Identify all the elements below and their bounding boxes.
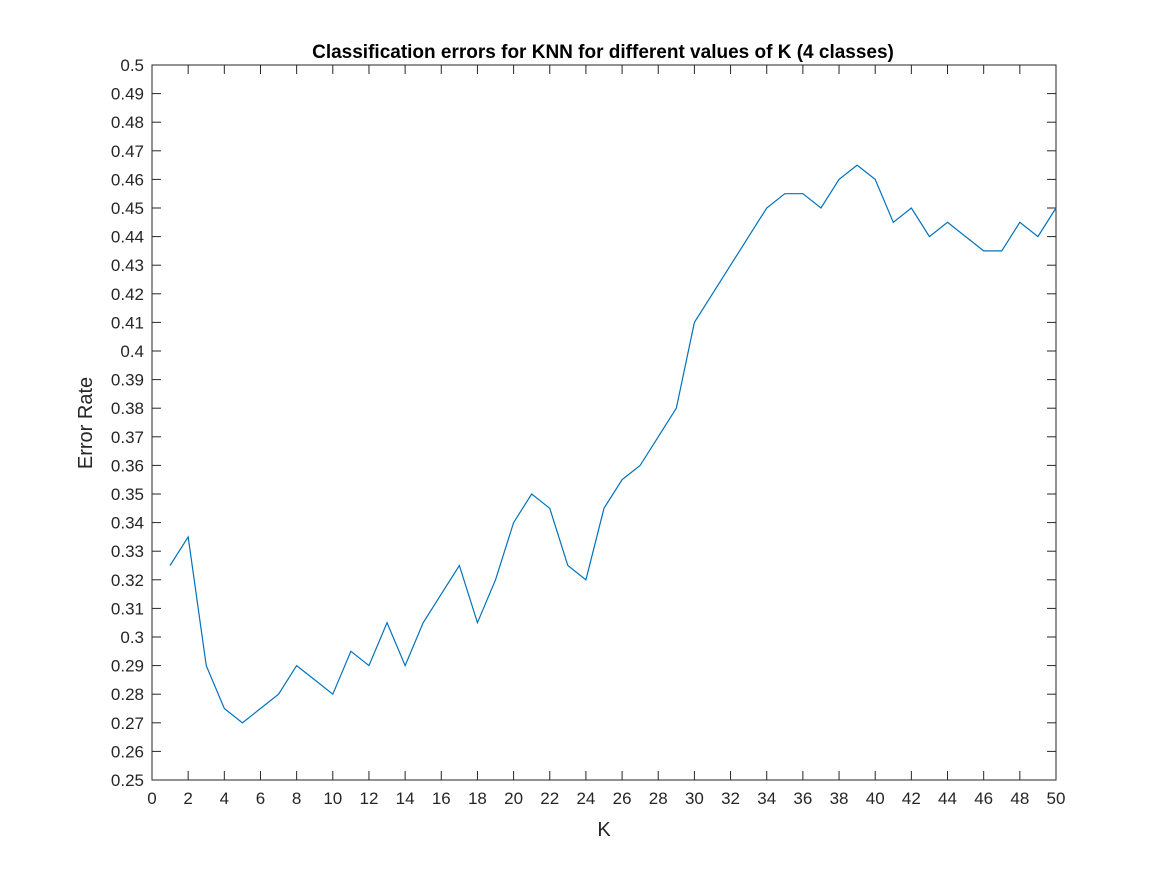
- y-tick-label: 0.29: [111, 657, 144, 676]
- y-tick-label: 0.45: [111, 199, 144, 218]
- x-tick-label: 36: [793, 789, 812, 808]
- y-tick-label: 0.33: [111, 542, 144, 561]
- y-tick-label: 0.4: [120, 342, 144, 361]
- x-tick-label: 48: [1010, 789, 1029, 808]
- series-line: [169, 164, 1057, 724]
- y-tick-label: 0.3: [120, 628, 144, 647]
- x-tick-label: 30: [685, 789, 704, 808]
- x-tick-label: 26: [613, 789, 632, 808]
- y-tick-label: 0.31: [111, 599, 144, 618]
- x-tick-label: 24: [576, 789, 595, 808]
- x-tick-label: 2: [183, 789, 192, 808]
- x-tick-label: 34: [757, 789, 776, 808]
- x-tick-label: 38: [830, 789, 849, 808]
- x-tick-label: 0: [147, 789, 156, 808]
- y-tick-label: 0.48: [111, 113, 144, 132]
- x-tick-label: 12: [359, 789, 378, 808]
- y-tick-label: 0.35: [111, 485, 144, 504]
- y-axis: 0.25 0.26 0.27 0.28 0.29 0.3 0.31 0.32 0.33 0.34 0…: [111, 56, 1056, 790]
- x-tick-label: 50: [1047, 789, 1066, 808]
- x-axis-title: K: [597, 819, 611, 841]
- plot-frame: [151, 64, 1057, 781]
- y-tick-label: 0.38: [111, 399, 144, 418]
- y-tick-label: 0.44: [111, 228, 144, 247]
- y-tick-label: 0.46: [111, 170, 144, 189]
- x-tick-label: 16: [432, 789, 451, 808]
- y-tick-label: 0.25: [111, 771, 144, 790]
- y-tick-label: 0.36: [111, 456, 144, 475]
- x-tick-label: 28: [649, 789, 668, 808]
- y-tick-label: 0.34: [111, 514, 144, 533]
- chart-title: Classification errors for KNN for differ…: [312, 42, 894, 63]
- y-tick-label: 0.41: [111, 313, 144, 332]
- y-tick-label: 0.27: [111, 714, 144, 733]
- x-tick-label: 4: [220, 789, 229, 808]
- x-tick-label: 44: [938, 789, 957, 808]
- y-axis-title: Error Rate: [75, 377, 97, 469]
- x-tick-label: 42: [902, 789, 921, 808]
- y-tick-label: 0.37: [111, 428, 144, 447]
- x-tick-label: 14: [396, 789, 415, 808]
- x-tick-label: 6: [256, 789, 265, 808]
- y-tick-label: 0.32: [111, 571, 144, 590]
- x-tick-label: 40: [866, 789, 885, 808]
- y-tick-label: 0.28: [111, 685, 144, 704]
- y-tick-label: 0.49: [111, 85, 144, 104]
- x-tick-label: 46: [974, 789, 993, 808]
- x-tick-label: 18: [468, 789, 487, 808]
- y-tick-label: 0.43: [111, 256, 144, 275]
- y-tick-label: 0.47: [111, 142, 144, 161]
- x-tick-label: 20: [504, 789, 523, 808]
- x-tick-label: 32: [721, 789, 740, 808]
- y-tick-label: 0.26: [111, 742, 144, 761]
- y-tick-label: 0.39: [111, 371, 144, 390]
- y-tick-label: 0.42: [111, 285, 144, 304]
- x-axis: 0 2 4 6 8 10 12 14 16 18 20 22 24 26 28 30 32 34 36 38 40 42 4…: [147, 65, 1065, 808]
- x-tick-label: 10: [323, 789, 342, 808]
- x-tick-label: 22: [540, 789, 559, 808]
- y-tick-label: 0.5: [120, 56, 144, 75]
- x-tick-label: 8: [292, 789, 301, 808]
